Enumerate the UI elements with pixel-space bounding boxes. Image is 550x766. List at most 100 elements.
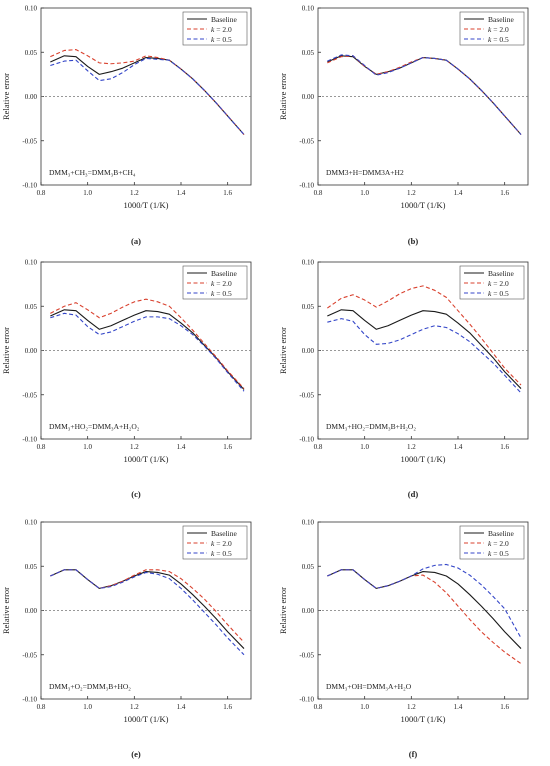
series-line-k-2: [50, 57, 245, 135]
y-tick-label: 0.10: [302, 5, 315, 13]
x-axis-label: 1000/T (1/K): [124, 454, 169, 464]
x-tick-label: 0.8: [37, 703, 46, 711]
series-line-k-1: [327, 285, 522, 386]
y-tick-label: 0.10: [25, 519, 38, 527]
y-axis-label: Relative error: [278, 73, 288, 120]
x-tick-label: 1.6: [223, 189, 232, 197]
x-tick-label: 1.4: [177, 443, 186, 451]
x-tick-label: 1.4: [454, 703, 463, 711]
y-axis-label: Relative error: [278, 327, 288, 374]
x-tick-label: 1.0: [83, 703, 92, 711]
y-tick-label: 0.05: [25, 563, 38, 571]
y-tick-label: 0.00: [302, 93, 315, 101]
x-tick-label: 0.8: [314, 703, 323, 711]
x-tick-label: 1.4: [177, 189, 186, 197]
panel-caption: (a): [131, 236, 141, 246]
y-tick-label: -0.05: [22, 651, 37, 659]
x-tick-label: 1.0: [83, 443, 92, 451]
series-line-k-1: [50, 49, 245, 135]
y-tick-label: 0.00: [25, 347, 38, 355]
legend-label: Baseline: [211, 529, 237, 538]
legend-label: k = 2.0: [488, 539, 509, 548]
y-tick-label: 0.05: [302, 303, 315, 311]
x-tick-label: 1.2: [407, 443, 416, 451]
y-tick-label: 0.05: [302, 49, 315, 57]
reaction-annotation: DMM₃+CH₃=DMM₃B+CH₄: [49, 168, 136, 177]
y-axis-label: Relative error: [1, 587, 11, 634]
series-line-k-1: [327, 569, 522, 665]
chart-panel: -0.10 -0.05 0.00 0.05 0.10 0.8 1.0 1.2 1.4 1.6 100…: [278, 259, 529, 499]
x-tick-label: 1.6: [223, 443, 232, 451]
x-tick-label: 1.2: [407, 189, 416, 197]
y-tick-label: 0.05: [25, 49, 38, 57]
x-axis-label: 1000/T (1/K): [401, 454, 446, 464]
legend-label: k = 2.0: [211, 25, 232, 34]
legend-label: k = 0.5: [488, 35, 509, 44]
x-tick-label: 1.6: [500, 443, 509, 451]
x-tick-label: 1.4: [454, 189, 463, 197]
legend-label: k = 2.0: [211, 279, 232, 288]
series-line-baseline: [50, 569, 245, 649]
panel-caption: (e): [131, 749, 141, 759]
panel-caption: (f): [409, 749, 418, 759]
legend-label: k = 0.5: [211, 289, 232, 298]
x-tick-label: 0.8: [37, 443, 46, 451]
series-line-k-2: [327, 54, 522, 135]
x-tick-label: 1.2: [130, 703, 139, 711]
y-tick-label: 0.00: [302, 347, 315, 355]
x-tick-label: 1.0: [360, 443, 369, 451]
y-tick-label: 0.00: [25, 607, 38, 615]
y-tick-label: 0.10: [25, 259, 38, 267]
x-tick-label: 0.8: [37, 189, 46, 197]
legend-label: Baseline: [211, 269, 237, 278]
y-tick-label: -0.05: [22, 137, 37, 145]
y-tick-label: 0.05: [25, 303, 38, 311]
series-line-k-2: [50, 312, 245, 392]
x-axis-label: 1000/T (1/K): [401, 200, 446, 210]
x-tick-label: 1.0: [360, 189, 369, 197]
panel-caption: (c): [131, 489, 141, 499]
chart-panel: -0.10 -0.05 0.00 0.05 0.10 0.8 1.0 1.2 1.4 1.6 100…: [1, 259, 252, 499]
series-line-k-1: [50, 569, 245, 643]
legend-label: Baseline: [211, 15, 237, 24]
y-tick-label: -0.05: [299, 391, 314, 399]
series-line-k-2: [50, 569, 245, 656]
chart-panel: -0.10 -0.05 0.00 0.05 0.10 0.8 1.0 1.2 1.4 1.6 100…: [278, 519, 529, 759]
y-tick-label: -0.10: [299, 182, 314, 190]
y-axis-label: Relative error: [1, 327, 11, 374]
reaction-annotation: DMM₃+O₂=DMM₃B+HO₂: [49, 682, 131, 691]
y-tick-label: -0.05: [22, 391, 37, 399]
x-axis-label: 1000/T (1/K): [124, 714, 169, 724]
chart-panel: -0.10 -0.05 0.00 0.05 0.10 0.8 1.0 1.2 1.4 1.6 100…: [278, 5, 529, 246]
reaction-annotation: DMM₃+OH=DMM₃A+H₂O: [326, 682, 412, 691]
y-tick-label: -0.05: [299, 651, 314, 659]
y-tick-label: 0.10: [302, 519, 315, 527]
x-tick-label: 1.4: [177, 703, 186, 711]
y-tick-label: -0.10: [22, 436, 37, 444]
y-tick-label: -0.10: [299, 696, 314, 704]
x-axis-label: 1000/T (1/K): [401, 714, 446, 724]
y-tick-label: 0.10: [25, 5, 38, 13]
series-line-k-1: [50, 298, 245, 389]
y-tick-label: 0.10: [302, 259, 315, 267]
x-tick-label: 1.0: [83, 189, 92, 197]
y-tick-label: -0.10: [299, 436, 314, 444]
panel-caption: (b): [408, 236, 419, 246]
legend-label: Baseline: [488, 529, 514, 538]
x-tick-label: 1.0: [360, 703, 369, 711]
x-tick-label: 1.2: [130, 189, 139, 197]
y-tick-label: -0.10: [22, 182, 37, 190]
reaction-annotation: DMM3+H=DMM3A+H2: [326, 168, 404, 177]
x-tick-label: 1.2: [130, 443, 139, 451]
x-tick-label: 1.4: [454, 443, 463, 451]
legend-label: k = 0.5: [488, 289, 509, 298]
x-tick-label: 1.2: [407, 703, 416, 711]
x-axis-label: 1000/T (1/K): [124, 200, 169, 210]
legend-label: k = 0.5: [488, 549, 509, 558]
y-axis-label: Relative error: [1, 73, 11, 120]
reaction-annotation: DMM₃+HO₂=DMM₃A+H₂O₂: [49, 422, 140, 431]
series-line-baseline: [50, 309, 245, 390]
series-line-baseline: [327, 55, 522, 135]
x-tick-label: 1.6: [223, 703, 232, 711]
